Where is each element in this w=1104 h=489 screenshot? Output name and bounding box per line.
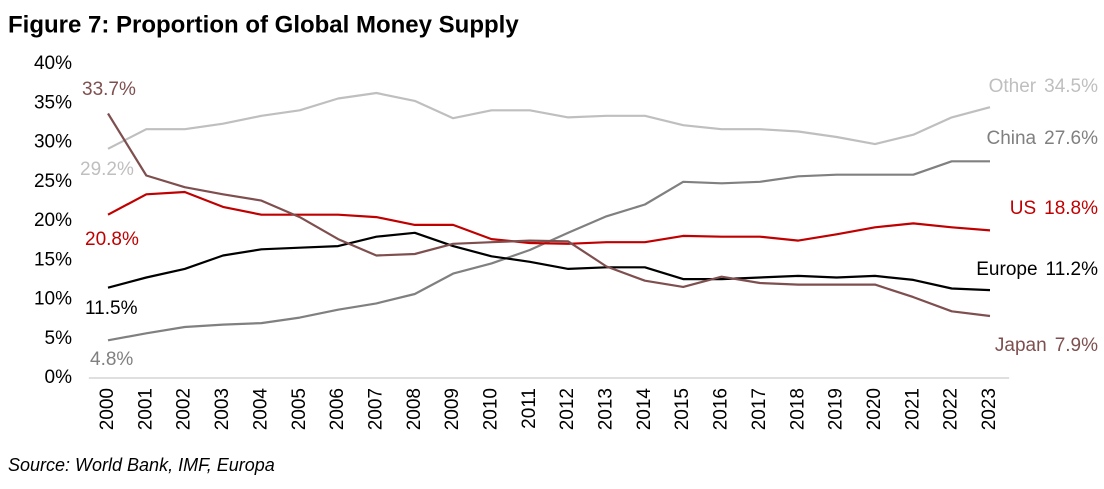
x-tick-label: 2006 [327, 388, 348, 430]
y-tick-label: 0% [45, 367, 73, 388]
value-label: 33.7% [82, 79, 136, 100]
series-line [107, 231, 991, 292]
y-tick-label: 5% [45, 328, 73, 349]
end-label: Europe 11.2% [976, 259, 1098, 280]
x-tick-label: 2008 [404, 388, 425, 430]
end-label: Japan 7.9% [995, 335, 1098, 356]
series-line [107, 112, 991, 318]
legend-entry: Europe [976, 259, 1037, 280]
legend-entry: China [986, 128, 1036, 149]
x-tick-label: 2001 [135, 388, 156, 430]
end-label: US 18.8% [1010, 198, 1098, 219]
x-tick-label: 2022 [941, 388, 962, 430]
x-tick-label: 2018 [787, 388, 808, 430]
y-tick-label: 35% [34, 92, 72, 113]
y-tick-label: 20% [34, 210, 72, 231]
value-label: 20.8% [85, 229, 139, 250]
x-tick-label: 2016 [711, 388, 732, 430]
x-tick-label: 2014 [634, 388, 655, 431]
y-tick-label: 25% [34, 171, 72, 192]
y-tick-label: 40% [34, 53, 72, 74]
series-line [107, 190, 991, 245]
x-tick-label: 2017 [749, 388, 770, 430]
x-tick-label: 2003 [212, 388, 233, 430]
x-tick-label: 2015 [672, 388, 693, 430]
end-label: China 27.6% [986, 128, 1098, 149]
value-label: 34.5% [1044, 76, 1098, 97]
end-label: Other 34.5% [989, 76, 1099, 97]
source-note: Source: World Bank, IMF, Europa [8, 455, 275, 475]
value-label: 18.8% [1044, 198, 1098, 219]
value-label: 4.8% [90, 349, 133, 370]
legend-entry: US [1010, 198, 1036, 219]
x-tick-label: 2013 [596, 388, 617, 430]
legend-entry: Japan [995, 335, 1047, 356]
x-tick-label: 2009 [442, 388, 463, 430]
chart-title: Figure 7: Proportion of Global Money Sup… [8, 11, 519, 38]
series-line [107, 160, 990, 342]
x-tick-label: 2004 [250, 388, 271, 431]
x-tick-label: 2005 [289, 388, 310, 430]
legend-entry: Other [989, 76, 1037, 97]
y-tick-label: 30% [34, 132, 72, 153]
x-tick-label: 2000 [97, 388, 118, 430]
x-tick-label: 2019 [826, 388, 847, 430]
value-label: 7.9% [1055, 335, 1098, 356]
x-tick-label: 2021 [902, 388, 923, 430]
value-label: 29.2% [80, 159, 134, 180]
value-label: 11.2% [1046, 259, 1099, 280]
x-tick-label: 2002 [174, 388, 195, 430]
x-tick-label: 2007 [365, 388, 386, 430]
x-tick-label: 2011 [519, 388, 540, 429]
y-tick-label: 10% [34, 289, 72, 310]
x-tick-label: 2023 [979, 388, 1000, 430]
y-tick-label: 15% [34, 249, 72, 270]
value-label: 11.5% [85, 298, 138, 319]
series-line [107, 91, 991, 150]
x-tick-label: 2010 [480, 388, 501, 430]
x-tick-label: 2012 [557, 388, 578, 430]
value-label: 27.6% [1044, 128, 1098, 149]
x-tick-label: 2020 [864, 388, 885, 430]
